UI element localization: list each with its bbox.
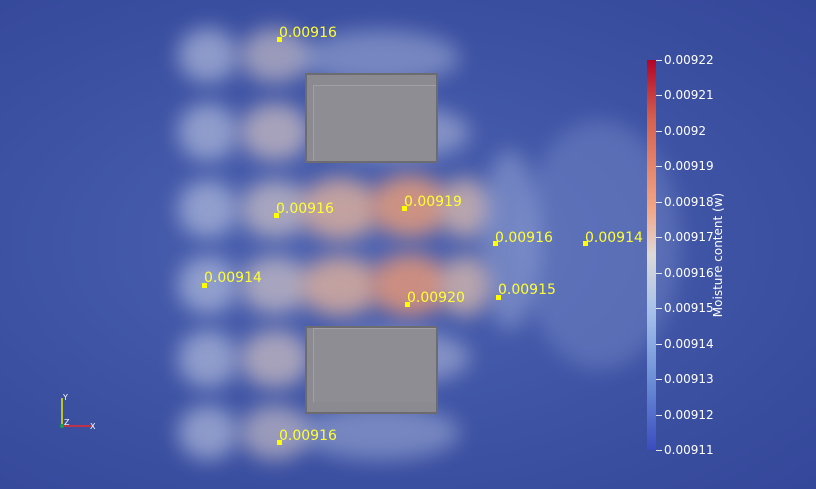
colorbar-tick-label: 0.00919 [664, 159, 714, 174]
probe-label: 0.00919 [404, 194, 462, 210]
colorbar-tick-label: 0.00916 [664, 265, 714, 280]
moisture-plume [480, 150, 540, 330]
colorbar-tick-mark [656, 130, 662, 132]
colorbar-tick-label: 0.00913 [664, 372, 714, 387]
moisture-plume [300, 178, 380, 240]
colorbar-tick-mark [656, 379, 662, 381]
colorbar-tick-label: 0.00914 [664, 336, 714, 351]
colorbar-tick-mark [656, 414, 662, 416]
colorbar-tick-mark [656, 343, 662, 345]
probe-label: 0.00920 [407, 290, 465, 306]
colorbar-tick-label: 0.00918 [664, 194, 714, 209]
colorbar-tick-mark [656, 450, 662, 451]
probe-label: 0.00914 [585, 230, 643, 246]
moisture-plume [240, 28, 310, 83]
probe-marker [405, 302, 410, 307]
colorbar-tick-mark [656, 60, 662, 61]
moisture-plume [370, 175, 450, 237]
colorbar-tick-label: 0.00915 [664, 301, 714, 316]
colorbar-title: Moisture content (w) [711, 192, 725, 318]
orientation-axes: Y Z X [60, 393, 96, 431]
probe-marker [583, 241, 588, 246]
colorbar-tick-mark [656, 166, 662, 168]
axis-x-label: X [90, 422, 96, 431]
moisture-plume [240, 405, 310, 460]
moisture-plume [240, 103, 310, 161]
moisture-plume [370, 254, 450, 316]
colorbar-tick-mark [656, 95, 662, 97]
moisture-plume [178, 330, 238, 388]
moisture-plume [300, 405, 460, 460]
colorbar-tick-label: 0.00911 [664, 443, 714, 457]
probe-marker [277, 37, 282, 42]
moisture-plume [240, 330, 310, 388]
moisture-plume [300, 256, 380, 316]
obstacle-top [305, 73, 438, 163]
moisture-plume [178, 180, 238, 238]
colorbar-tick-label: 0.00912 [664, 407, 714, 422]
probe-label: 0.00914 [204, 270, 262, 286]
probe-label: 0.00916 [279, 25, 337, 41]
probe-marker [496, 295, 501, 300]
axis-y-label: Y [62, 393, 68, 402]
probe-marker [493, 241, 498, 246]
moisture-plume [240, 256, 310, 314]
colorbar-tick-mark [656, 201, 662, 203]
colorbar-tick-label: 0.0092 [664, 123, 706, 138]
colorbar-tick-mark [656, 272, 662, 274]
colorbar-tick-mark [656, 237, 662, 239]
moisture-plume [240, 180, 310, 238]
probe-label: 0.00915 [498, 282, 556, 298]
moisture-plume [440, 256, 490, 316]
moisture-plume [178, 256, 238, 314]
probe-marker [402, 206, 407, 211]
colorbar-tick-label: 0.00917 [664, 230, 714, 245]
colorbar-tick-label: 0.00921 [664, 88, 714, 103]
probe-marker [202, 283, 207, 288]
axis-z-label: Z [64, 418, 70, 427]
colorbar [647, 60, 656, 450]
colorbar-tick-label: 0.00922 [664, 53, 714, 67]
obstacle-bottom [305, 326, 438, 414]
moisture-plume [440, 178, 490, 238]
moisture-plume [178, 28, 238, 83]
moisture-plume [178, 405, 238, 460]
moisture-plume [178, 103, 238, 161]
probe-label: 0.00916 [495, 230, 553, 246]
probe-marker [277, 440, 282, 445]
probe-marker [274, 213, 279, 218]
colorbar-tick-mark [656, 308, 662, 310]
probe-label: 0.00916 [276, 201, 334, 217]
probe-label: 0.00916 [279, 428, 337, 444]
